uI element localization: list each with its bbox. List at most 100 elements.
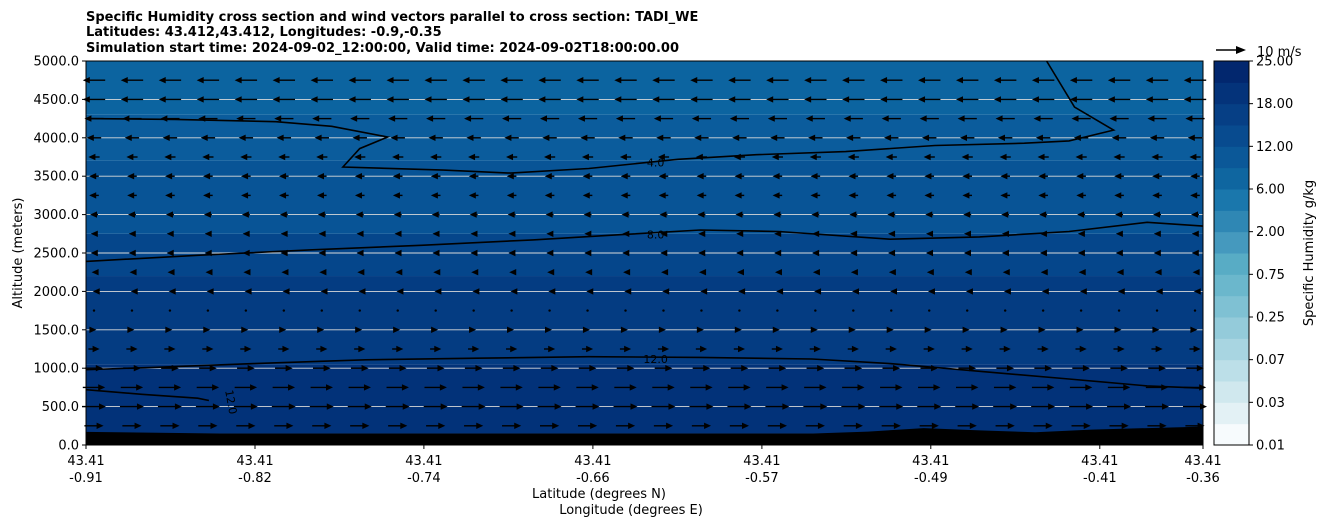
contour-line (85, 60, 1116, 174)
wind-vector-head (1114, 326, 1122, 333)
colorbar-tick-label: 6.00 (1256, 183, 1285, 198)
wind-vector (766, 77, 789, 84)
wind-vector-head (355, 326, 363, 333)
wind-vector (1076, 192, 1086, 199)
wind-vector (810, 192, 821, 199)
wind-vector-head (136, 384, 144, 391)
wind-vector-head (658, 326, 666, 333)
wind-vector (732, 134, 747, 141)
colorbar-tick-label: 0.75 (1256, 268, 1285, 283)
wind-vector (282, 288, 290, 295)
wind-vector-head (732, 134, 740, 141)
wind-vector (234, 384, 258, 391)
wind-vector (728, 384, 751, 391)
wind-vector (852, 288, 860, 295)
wind-vector-head (165, 173, 173, 180)
wind-vector-head (581, 153, 589, 161)
wind-vector-head (586, 345, 594, 353)
wind-vector (1038, 192, 1048, 199)
wind-vector-head (500, 77, 508, 84)
wind-vector-head (1151, 153, 1159, 161)
wind-vector (157, 403, 182, 410)
wind-vector (886, 326, 894, 333)
wind-vector-head (1045, 422, 1053, 429)
wind-vector-head (240, 153, 248, 161)
wind-vector-head (667, 384, 675, 391)
wind-vector (1193, 288, 1201, 295)
wind-vector (586, 309, 589, 312)
wind-vector-head (995, 115, 1003, 122)
colorbar-segment (1214, 381, 1249, 403)
wind-vector (237, 365, 255, 372)
wind-vector (348, 96, 371, 103)
wind-vector (928, 309, 931, 312)
contour-label: 8.0 (647, 229, 665, 242)
wind-vector-head (1121, 422, 1129, 429)
wind-vector-head (554, 403, 562, 410)
wind-vector-head (734, 173, 742, 180)
colorbar-segment (1214, 189, 1249, 211)
wind-vector-head (881, 115, 889, 122)
wind-vector (502, 115, 522, 122)
wind-vector-head (576, 96, 584, 103)
wind-vector (318, 249, 326, 257)
wind-vector-head (1038, 326, 1046, 333)
wind-vector-head (279, 211, 287, 218)
wind-vector-head (90, 230, 98, 237)
wind-vector-head (963, 211, 971, 218)
wind-vector (271, 403, 296, 410)
wind-vector (196, 96, 220, 103)
wind-vector-head (1113, 153, 1121, 161)
wind-vector-head (810, 326, 818, 333)
wind-vector (243, 269, 251, 276)
wind-vector-head (136, 403, 144, 410)
colorbar-segment (1214, 103, 1249, 126)
wind-vector (500, 77, 523, 84)
wind-vector (1113, 153, 1125, 161)
wind-vector-head (206, 288, 214, 295)
wind-vector (926, 230, 934, 237)
x-tick-label-lon: -0.57 (745, 471, 779, 486)
y-tick-label: 3000.0 (34, 208, 80, 223)
wind-vector (1071, 115, 1091, 122)
wind-vector-head (200, 134, 208, 141)
wind-vector (510, 309, 513, 312)
wind-vector (692, 365, 711, 372)
wind-vector-head (402, 403, 410, 410)
wind-vector (733, 345, 746, 353)
humidity-band (86, 61, 1203, 115)
wind-vector-head (510, 345, 518, 353)
wind-vector (809, 345, 821, 353)
wind-vector-head (1190, 173, 1198, 180)
wind-vector (996, 365, 1014, 372)
colorbar-segment (1214, 402, 1249, 425)
wind-vector-head (477, 384, 485, 391)
wind-vector (241, 173, 251, 180)
wind-vector (772, 173, 783, 180)
wind-vector-head (1155, 288, 1163, 295)
wind-vector-head (1076, 192, 1084, 199)
wind-vector-head (400, 422, 408, 429)
wind-vector (312, 365, 331, 372)
wind-vector-head (888, 269, 896, 276)
wind-vector-head (886, 326, 894, 333)
colorbar: 0.01 0.03 0.07 0.25 0.75 2.00 6.00 12.00 18.00 25… (1213, 55, 1293, 454)
wind-vector-head (698, 249, 706, 257)
wind-vector-head (1107, 77, 1115, 84)
wind-vector (880, 77, 903, 84)
wind-vector (849, 211, 858, 218)
wind-vector-head (880, 77, 888, 84)
wind-vector (508, 230, 516, 237)
wind-vector (776, 309, 779, 312)
wind-vector (926, 269, 934, 276)
wind-vector (1037, 153, 1049, 161)
wind-vector (965, 288, 973, 295)
wind-vector-head (286, 422, 294, 429)
wind-vector-head (126, 153, 134, 161)
wind-vector-head (1031, 96, 1039, 103)
wind-vector (424, 77, 447, 84)
wind-vector-head (997, 134, 1005, 141)
wind-vector (241, 211, 250, 218)
wind-vector (575, 403, 600, 410)
y-tick-label: 5000.0 (34, 55, 80, 70)
